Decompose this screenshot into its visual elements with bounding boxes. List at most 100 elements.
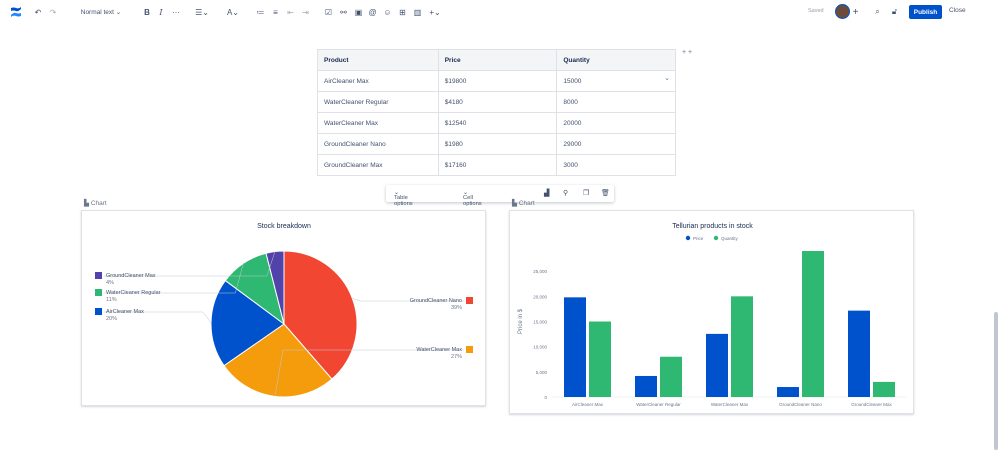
editor-toolbar: ↶ ↷ Normal text ⌄ B I ··· ☰⌄ A⌄ ≔ ≡ ⇤ ⇥ … xyxy=(0,0,999,24)
table-cell[interactable]: AirCleaner Max xyxy=(317,70,439,92)
pie-legend-name: WaterCleaner Regular xyxy=(106,290,161,296)
pie-chart-label-text: Chart xyxy=(90,200,107,207)
indent-icon[interactable]: ⇥ xyxy=(302,7,309,17)
insert-chart-icon[interactable]: ▟ xyxy=(544,190,550,197)
table-cell[interactable]: GroundCleaner Nano xyxy=(317,133,439,155)
pie-slice-label: 20% xyxy=(106,316,117,322)
bar xyxy=(564,297,586,397)
bar xyxy=(802,251,824,397)
pie-slice-label: 27% xyxy=(451,354,462,360)
pie-slice-label: 4% xyxy=(106,280,114,286)
bar-chart: Tellurian products in stock Price Quantity… xyxy=(518,223,907,407)
pie-slice-label: 39% xyxy=(451,305,462,311)
cell-options-dropdown[interactable]: Cell options ⌄ xyxy=(463,190,482,207)
bar xyxy=(635,375,657,397)
y-tick-label: 10,000 xyxy=(533,345,547,350)
task-icon[interactable]: ☑ xyxy=(324,7,333,17)
align-icon[interactable]: ☰⌄ xyxy=(195,7,209,17)
bar-chart-label: ▙ Chart xyxy=(512,200,535,207)
bullet-list-icon[interactable]: ≔ xyxy=(256,7,265,17)
pie-legend-swatch xyxy=(95,289,102,296)
text-color-icon[interactable]: A⌄ xyxy=(226,7,240,17)
bar-legend-marker xyxy=(713,235,719,241)
table-cell[interactable]: GroundCleaner Max xyxy=(317,154,439,176)
bar xyxy=(848,310,870,397)
table-row: AirCleaner Max $19800 15000 ⌄ xyxy=(317,70,676,92)
hierarchy-icon[interactable]: ⚲ xyxy=(563,190,569,197)
search-icon[interactable]: ⌕ xyxy=(875,7,880,16)
table-cell[interactable]: $19800 xyxy=(437,70,558,92)
table-icon[interactable]: ⊞ xyxy=(399,7,406,17)
bar-chart-title: Tellurian products in stock xyxy=(672,223,753,230)
x-tick-label: AirCleaner Max xyxy=(572,402,604,407)
pie-legend-swatch xyxy=(466,346,473,353)
table-cell[interactable]: $1980 xyxy=(437,133,558,155)
table-cell[interactable]: $4180 xyxy=(437,91,558,113)
pie-legend-name: GroundCleaner Max xyxy=(106,273,156,279)
cell-options-label: Cell options xyxy=(463,195,482,207)
pie-legend-swatch xyxy=(466,297,473,304)
add-column-icon[interactable]: + + xyxy=(682,49,693,56)
close-button[interactable]: Close xyxy=(949,7,966,14)
column-header[interactable]: Quantity xyxy=(556,49,676,71)
bar-chart-card[interactable]: Tellurian products in stock Price Quantity… xyxy=(509,210,914,414)
table-cell[interactable]: 8000 xyxy=(556,91,676,113)
bar xyxy=(660,356,682,397)
table-options-toolbar: Table options ⌄ Cell options ⌄ ▟ ⚲ ❐ 🗑︎ xyxy=(386,185,614,207)
cell-menu-chevron-icon[interactable]: ⌄ xyxy=(664,75,670,82)
table-cell[interactable]: WaterCleaner Regular xyxy=(317,91,439,113)
bar xyxy=(873,381,895,397)
table-row: WaterCleaner Regular $4180 8000 xyxy=(317,91,676,113)
pie-leader-line xyxy=(104,251,276,277)
publish-button[interactable]: Publish xyxy=(909,5,942,19)
text-style-dropdown[interactable]: Normal text ⌄ xyxy=(80,8,122,17)
outdent-icon[interactable]: ⇤ xyxy=(287,7,294,17)
bar-legend-label: Price xyxy=(693,236,704,241)
insert-more-icon[interactable]: +⌄ xyxy=(429,7,441,17)
bold-icon[interactable]: B xyxy=(144,7,150,17)
mention-icon[interactable]: @ xyxy=(368,7,377,17)
pie-leader-line xyxy=(104,311,212,324)
italic-icon[interactable]: I xyxy=(159,7,163,17)
table-cell[interactable]: 3000 xyxy=(556,154,676,176)
page-scrollbar[interactable] xyxy=(994,312,998,450)
delete-icon[interactable]: 🗑︎ xyxy=(601,190,610,197)
confluence-logo-icon[interactable] xyxy=(10,6,22,18)
pie-chart-title: Stock breakdown xyxy=(257,223,311,230)
bar-chart-label-text: Chart xyxy=(518,200,535,207)
pie-chart-label: ▙ Chart xyxy=(84,200,107,207)
bar-legend-marker xyxy=(685,235,691,241)
pie-legend-name: WaterCleaner Max xyxy=(416,347,462,353)
image-icon[interactable]: ▣ xyxy=(354,7,363,17)
table-cell[interactable]: $12540 xyxy=(437,112,558,134)
redo-icon[interactable]: ↷ xyxy=(49,7,57,17)
table-options-label: Table options xyxy=(394,195,413,207)
table-cell[interactable]: $17160 xyxy=(437,154,558,176)
text-style-label: Normal text xyxy=(80,8,114,16)
table-cell[interactable]: 20000 xyxy=(556,112,676,134)
avatar[interactable] xyxy=(835,4,850,19)
table-row: GroundCleaner Nano $1980 29000 xyxy=(317,133,676,155)
pie-chart-card[interactable]: Stock breakdown GroundCleaner Nano 39% Wate… xyxy=(81,210,486,406)
numbered-list-icon[interactable]: ≡ xyxy=(273,7,278,17)
restrictions-icon[interactable]: 🔓︎ xyxy=(891,7,898,16)
table-cell[interactable]: 29000 xyxy=(556,133,676,155)
column-header[interactable]: Price xyxy=(437,49,558,71)
more-formatting-icon[interactable]: ··· xyxy=(172,7,180,17)
emoji-icon[interactable]: ☺ xyxy=(383,7,392,17)
undo-icon[interactable]: ↶ xyxy=(34,7,42,17)
copy-icon[interactable]: ❐ xyxy=(583,190,590,197)
invite-icon[interactable]: + xyxy=(852,6,859,18)
table-cell[interactable]: 15000 ⌄ xyxy=(556,70,676,92)
link-icon[interactable]: ⚯ xyxy=(340,7,347,17)
table-options-dropdown[interactable]: Table options ⌄ xyxy=(394,190,413,207)
pie-slice xyxy=(210,279,285,367)
bar xyxy=(777,387,799,397)
table-cell[interactable]: WaterCleaner Max xyxy=(317,112,439,134)
column-header[interactable]: Product xyxy=(317,49,439,71)
pie-slice xyxy=(265,250,285,325)
pie-legend-name: AirCleaner Max xyxy=(106,309,144,315)
product-table: Product Price Quantity AirCleaner Max $1… xyxy=(317,49,676,176)
layout-icon[interactable]: ▥ xyxy=(413,7,422,17)
